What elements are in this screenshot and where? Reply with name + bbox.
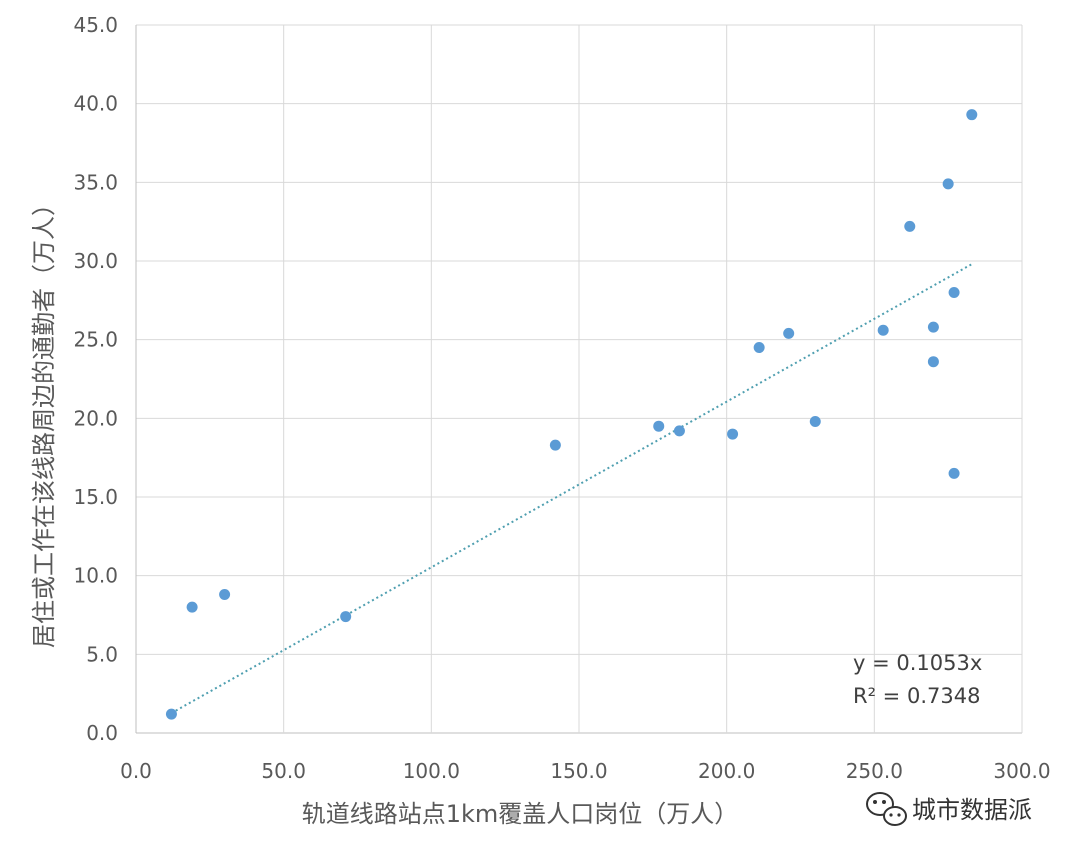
x-tick-label: 50.0 (261, 759, 306, 783)
wechat-icon (866, 792, 907, 826)
data-point (942, 178, 954, 190)
data-point (783, 327, 795, 339)
trendline (170, 263, 973, 714)
data-point (753, 342, 765, 354)
y-tick-label: 15.0 (73, 485, 118, 509)
y-tick-label: 45.0 (73, 13, 118, 37)
data-points (165, 109, 978, 720)
r-squared: R² = 0.7348 (853, 684, 980, 708)
y-axis-title: 居住或工作在该线路周边的通勤者（万人） (30, 192, 58, 648)
data-point (966, 109, 978, 121)
y-tick-label: 25.0 (73, 328, 118, 352)
y-tick-label: 35.0 (73, 170, 118, 194)
x-axis-title: 轨道线路站点1km覆盖人口岗位（万人） (302, 800, 739, 828)
grid-lines (135, 24, 1023, 734)
data-point (165, 708, 177, 720)
watermark-text: 城市数据派 (912, 796, 1032, 824)
data-point (673, 425, 685, 437)
y-tick-label: 10.0 (73, 564, 118, 588)
x-axis-ticks: 0.0 50.0 100.0 150.0 200.0 250.0 300.0 (120, 759, 1051, 783)
y-tick-label: 0.0 (86, 721, 118, 745)
data-point (927, 321, 939, 333)
x-tick-label: 200.0 (698, 759, 755, 783)
y-axis-ticks: 0.0 5.0 10.0 15.0 20.0 25.0 30.0 35.0 40.0 45.0 (73, 13, 118, 745)
x-tick-label: 100.0 (403, 759, 460, 783)
trend-equation: y = 0.1053x (853, 651, 982, 675)
data-point (653, 420, 665, 432)
y-tick-label: 40.0 (73, 92, 118, 116)
x-tick-label: 300.0 (993, 759, 1050, 783)
data-point (186, 601, 198, 613)
data-point (877, 324, 889, 336)
x-tick-label: 150.0 (550, 759, 607, 783)
watermark: 城市数据派 (866, 792, 1032, 826)
y-tick-label: 30.0 (73, 249, 118, 273)
data-point (340, 611, 352, 623)
data-point (549, 439, 561, 451)
x-tick-label: 0.0 (120, 759, 152, 783)
y-tick-label: 5.0 (86, 642, 118, 666)
data-point (727, 428, 739, 440)
data-point (904, 220, 916, 232)
data-point (219, 589, 231, 601)
data-point (948, 467, 960, 479)
data-point (809, 415, 821, 427)
data-point (927, 356, 939, 368)
x-tick-label: 250.0 (846, 759, 903, 783)
y-tick-label: 20.0 (73, 406, 118, 430)
data-point (948, 286, 960, 298)
